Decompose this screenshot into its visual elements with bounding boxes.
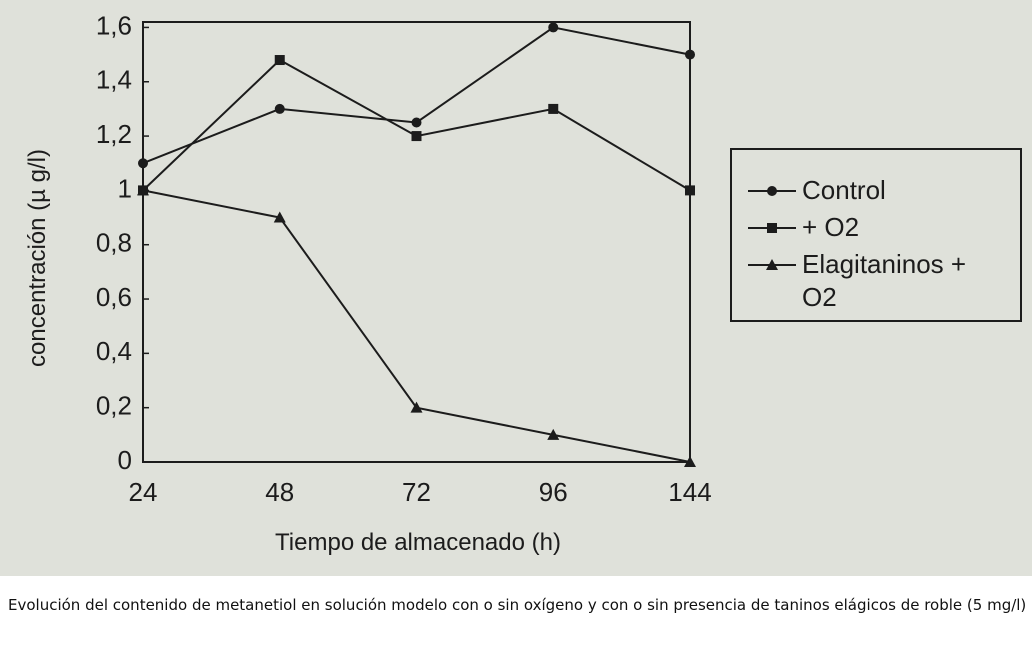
marker — [274, 103, 285, 114]
marker — [766, 259, 778, 270]
y-tick-label: 0,4 — [96, 336, 132, 366]
y-axis-label: concentración (µ g/l) — [24, 149, 51, 367]
legend-item: Elagitaninos + O2 — [746, 248, 1020, 314]
marker — [767, 186, 777, 196]
marker — [685, 185, 695, 196]
legend-swatch — [748, 186, 796, 196]
marker — [410, 401, 423, 413]
legend: Control + O2 Elagitaninos + O2 — [730, 148, 1022, 322]
y-tick-label: 1,4 — [96, 65, 132, 95]
legend-item: + O2 — [746, 211, 1020, 244]
y-tick-label: 1 — [118, 173, 132, 203]
legend-label: + O2 — [802, 212, 860, 242]
y-tick-label: 1,6 — [96, 10, 132, 40]
chart-background — [0, 0, 1032, 576]
legend-label: Control — [802, 175, 886, 205]
x-axis-label: Tiempo de almacenado (h) — [275, 529, 561, 556]
x-tick-label: 48 — [265, 477, 294, 507]
marker — [137, 184, 149, 196]
y-tick-label: 0 — [118, 445, 132, 475]
y-tick-label: 0,2 — [96, 391, 132, 421]
legend-item: Control — [746, 174, 1020, 207]
marker — [548, 22, 559, 33]
y-tick-label: 0,6 — [96, 282, 132, 312]
legend-swatch — [748, 259, 796, 270]
marker — [547, 428, 560, 440]
marker — [411, 131, 422, 142]
x-tick-label: 24 — [129, 477, 158, 507]
marker — [548, 103, 559, 114]
x-tick-label: 72 — [402, 477, 431, 507]
legend-label: Elagitaninos + O2 — [802, 249, 967, 312]
legend-swatch — [748, 223, 796, 233]
marker — [684, 456, 696, 467]
x-tick-label: 144 — [668, 477, 711, 507]
marker — [685, 49, 695, 60]
marker — [411, 117, 422, 128]
x-tick-label: 96 — [539, 477, 568, 507]
marker — [767, 223, 777, 233]
caption: Evolución del contenido de metanetiol en… — [8, 596, 1027, 614]
marker — [138, 158, 148, 169]
chart: Tiempo de almacenado (h) concentración (… — [0, 0, 1032, 576]
marker — [273, 211, 286, 223]
marker — [274, 55, 285, 66]
y-tick-label: 1,2 — [96, 119, 132, 149]
plot-frame — [142, 21, 691, 463]
y-tick-label: 0,8 — [96, 228, 132, 258]
